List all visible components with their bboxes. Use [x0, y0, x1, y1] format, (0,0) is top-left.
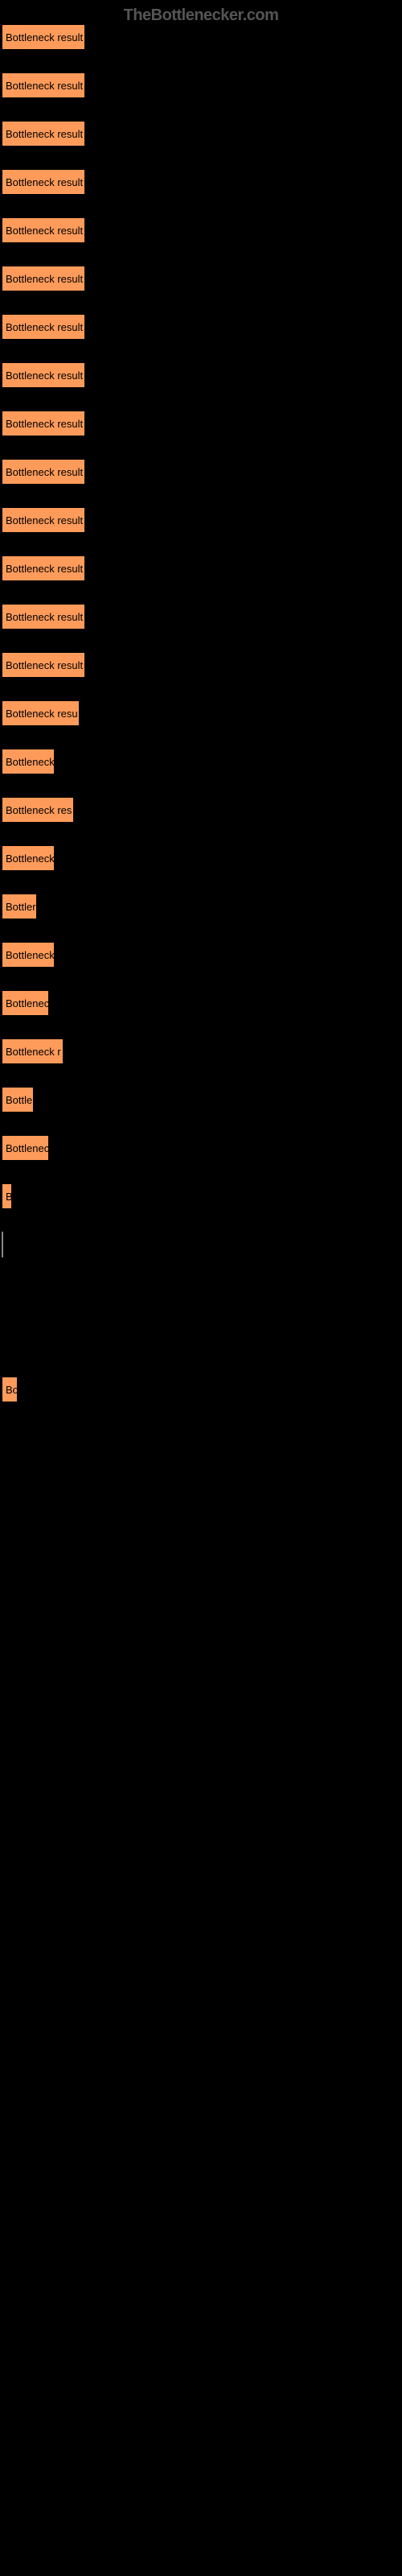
bar-row: Bottleneck result	[2, 652, 402, 678]
bar-row: Bottleneck	[2, 749, 402, 774]
bar-row: Bottleneck result	[2, 411, 402, 436]
bar-row: Bottlenec	[2, 990, 402, 1016]
chart-bar: Bottlenec	[2, 990, 49, 1016]
bar-row	[2, 1328, 402, 1354]
chart-bar: Bottleneck res	[2, 797, 74, 823]
chart-bar: Bottleneck r	[2, 1038, 64, 1064]
bar-row: Bottle	[2, 1087, 402, 1113]
chart-bar: Bottleneck	[2, 845, 55, 871]
chart-bar: Bottlenec	[2, 1135, 49, 1161]
bar-row: B	[2, 1183, 402, 1209]
chart-bar: Bottleneck result	[2, 411, 85, 436]
chart-bar: Bottleneck result	[2, 604, 85, 630]
chart-bar: Bottleneck result	[2, 169, 85, 195]
chart-bar: Bottleneck	[2, 749, 55, 774]
bar-row: Bottleneck result	[2, 604, 402, 630]
bar-row: Bottleneck result	[2, 72, 402, 98]
bar-row: Bottleneck result	[2, 217, 402, 243]
bar-row: Bottleneck result	[2, 314, 402, 340]
bar-row: Bottleneck	[2, 942, 402, 968]
chart-bar: Bottle	[2, 1087, 34, 1113]
chart-bar: Bottleneck result	[2, 217, 85, 243]
chart-bar: Bottleneck result	[2, 314, 85, 340]
bar-row: Bo	[2, 1377, 402, 1402]
chart-bar: Bo	[2, 1377, 18, 1402]
chart-bar: Bottleneck result	[2, 72, 85, 98]
bar-row: Bottleneck result	[2, 169, 402, 195]
bar-row: Bottleneck result	[2, 24, 402, 50]
chart-bar: Bottleneck result	[2, 652, 85, 678]
chart-bar: Bottleneck resu	[2, 700, 80, 726]
bar-row: Bottleneck result	[2, 266, 402, 291]
bar-row: Bottler	[2, 894, 402, 919]
bar-row: Bottleneck result	[2, 507, 402, 533]
chart-bar: Bottleneck result	[2, 121, 85, 147]
bar-row: Bottleneck result	[2, 459, 402, 485]
bar-row: Bottleneck resu	[2, 700, 402, 726]
chart-bar: Bottleneck	[2, 942, 55, 968]
bar-row: Bottlenec	[2, 1135, 402, 1161]
chart-bar-thin	[2, 1232, 3, 1257]
chart-container: Bottleneck result Bottleneck result Bottle…	[0, 0, 402, 1402]
chart-bar: Bottleneck result	[2, 459, 85, 485]
chart-bar: Bottler	[2, 894, 37, 919]
chart-bar: Bottleneck result	[2, 362, 85, 388]
bar-row: Bottleneck r	[2, 1038, 402, 1064]
bar-row: Bottleneck res	[2, 797, 402, 823]
bar-row	[2, 1232, 402, 1257]
chart-bar: Bottleneck result	[2, 555, 85, 581]
watermark-text: TheBottlenecker.com	[124, 6, 279, 25]
chart-bar: Bottleneck result	[2, 507, 85, 533]
chart-bar: Bottleneck result	[2, 24, 85, 50]
chart-bar: B	[2, 1183, 12, 1209]
bar-row: Bottleneck result	[2, 555, 402, 581]
bar-row: Bottleneck result	[2, 362, 402, 388]
bar-row: Bottleneck result	[2, 121, 402, 147]
bar-row	[2, 1280, 402, 1306]
bar-row: Bottleneck	[2, 845, 402, 871]
chart-bar: Bottleneck result	[2, 266, 85, 291]
